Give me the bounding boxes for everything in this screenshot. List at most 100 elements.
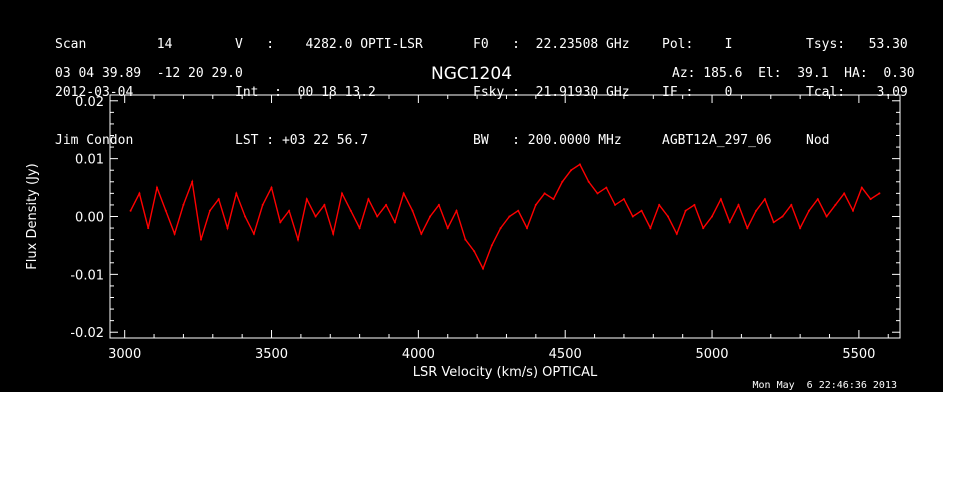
spectrum-data-point (869, 198, 872, 201)
spectrum-data-point (252, 232, 255, 235)
spectrum-data-point (217, 198, 220, 201)
spectrum-data-point (129, 209, 132, 212)
spectrum-data-point (147, 227, 150, 230)
header-integration-line: Int : 00 18 13.2 (235, 85, 376, 100)
spectrum-data-point (376, 215, 379, 218)
spectrum-data-point (755, 209, 758, 212)
spectrum-data-point (693, 203, 696, 206)
spectrum-data-point (614, 203, 617, 206)
spectrum-data-point (658, 203, 661, 206)
spectrum-series-line (129, 163, 880, 271)
spectrum-data-point (200, 238, 202, 241)
spectrum-data-point (640, 209, 643, 212)
spectrum-data-point (226, 227, 229, 230)
spectrum-data-point (482, 267, 484, 270)
header-velocity-line: V : 4282.0 OPTI-LSR (235, 37, 423, 52)
spectrum-data-point (816, 198, 819, 201)
spectrum-data-point (561, 180, 564, 183)
y-tick-label: -0.01 (70, 268, 104, 283)
spectrum-data-point (156, 186, 158, 189)
x-tick-label: 3500 (255, 347, 288, 362)
x-tick-label: 5000 (695, 347, 728, 362)
spectrum-data-point (270, 186, 273, 189)
spectrum-data-point (332, 232, 335, 235)
spectrum-data-point (878, 192, 881, 195)
x-tick-label: 4000 (402, 347, 435, 362)
spectrum-data-point (684, 209, 687, 212)
spectrum-data-point (517, 209, 520, 212)
header-project-line: AGBT12A_297_06 (662, 133, 772, 148)
spectrum-data-point (446, 227, 449, 230)
spectrum-data-point (825, 215, 828, 218)
spectrum-data-point (649, 227, 652, 230)
header-coordinates: 03 04 39.89 -12 20 29.0 (55, 66, 243, 81)
spectrum-data-point (631, 215, 634, 218)
y-tick-label: -0.02 (70, 326, 104, 341)
spectrum-data-point (473, 250, 476, 253)
spectrum-data-point (711, 215, 713, 218)
header-velocity-info: V : 4282.0 OPTI-LSR Int : 00 18 13.2 LST… (235, 5, 423, 181)
header-fsky-line: Fsky : 21.91930 GHz (473, 85, 630, 100)
header-scan-line: Scan 14 (55, 37, 173, 52)
spectrum-data-point (411, 209, 414, 212)
spectrum-data-point (737, 203, 740, 206)
spectrum-data-point (490, 244, 493, 247)
header-tsys-info: Tsys: 53.30 Tcal: 3.09 Nod (806, 5, 908, 181)
spectrum-data-point (420, 232, 423, 235)
spectrum-data-point (622, 198, 625, 201)
spectrum-data-point (746, 227, 749, 230)
spectrum-data-point (349, 209, 352, 212)
spectrum-data-point (191, 180, 194, 183)
header-pointing: Az: 185.6 El: 39.1 HA: 0.30 (672, 66, 915, 81)
spectrum-data-point (781, 215, 784, 218)
header-bw-line: BW : 200.0000 MHz (473, 133, 622, 148)
spectrum-data-point (182, 203, 185, 206)
spectrum-data-point (297, 238, 299, 241)
plot-timestamp: Mon May 6 22:46:36 2013 (752, 380, 898, 391)
x-tick-label: 5500 (842, 347, 875, 362)
spectrum-data-point (288, 209, 291, 212)
spectrum-data-point (728, 221, 731, 224)
spectrum-data-point (790, 203, 793, 206)
spectrum-data-point (552, 198, 555, 201)
header-lst-line: LST : +03 22 56.7 (235, 133, 369, 148)
header-frequency-info: F0 : 22.23508 GHz Fsky : 21.91930 GHz BW… (473, 5, 630, 181)
spectrum-data-point (808, 209, 810, 212)
spectrum-data-point (279, 221, 282, 224)
spectrum-data-point (235, 192, 238, 195)
spectrum-data-point (534, 203, 537, 206)
spectrum-data-point (843, 192, 846, 195)
spectrum-data-point (605, 186, 608, 189)
header-polarization-info: Pol: I IF : 0 AGBT12A_297_06 (662, 5, 772, 181)
spectrum-data-point (261, 203, 264, 206)
header-tsys-line: Tsys: 53.30 (806, 37, 908, 52)
spectrum-data-point (719, 198, 722, 201)
y-axis-label: Flux Density (Jy) (25, 163, 40, 269)
spectrum-data-point (429, 215, 432, 218)
spectrum-data-point (455, 209, 458, 212)
y-tick-label: 0.02 (75, 95, 104, 110)
x-axis-label: LSR Velocity (km/s) OPTICAL (413, 365, 598, 380)
spectrum-chart: 3000 3500 4000 4500 5000 5500 -0.02 -0.01 0.00 0.… (25, 94, 901, 380)
spectrum-data-point (393, 221, 396, 224)
header-observer-line: Jim Condon (55, 133, 134, 148)
spectrum-data-point (402, 192, 405, 195)
spectrum-data-point (596, 192, 599, 195)
y-tick-label: 0.00 (75, 211, 104, 226)
spectrum-data-point (138, 192, 141, 195)
spectrum-data-point (305, 198, 308, 201)
spectrum-data-point (323, 203, 326, 206)
spectrum-data-point (587, 180, 590, 183)
spectrum-data-point (367, 198, 370, 201)
x-tick-label: 3000 (108, 347, 141, 362)
spectrum-data-point (464, 238, 467, 241)
y-tick-label: 0.01 (75, 153, 104, 168)
spectrum-data-point (526, 227, 528, 230)
spectrum-data-point (570, 169, 573, 172)
x-tick-label: 4500 (549, 347, 582, 362)
spectrum-data-point (860, 186, 863, 189)
spectrum-data-point (164, 209, 167, 212)
header-date-line: 2012-03-04 (55, 85, 134, 100)
header-f0-line: F0 : 22.23508 GHz (473, 37, 630, 52)
spectrum-data-point (385, 203, 388, 206)
